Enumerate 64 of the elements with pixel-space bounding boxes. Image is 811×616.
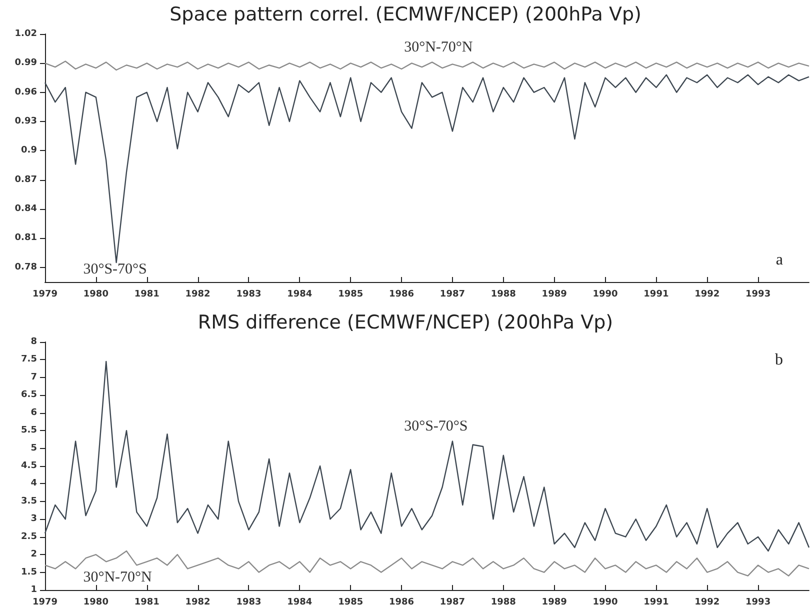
x-tick-label: 1984: [287, 598, 312, 608]
y-tick-label: 0.9: [21, 146, 37, 156]
x-tick-label: 1982: [185, 598, 210, 608]
y-tick-label: 8: [30, 337, 37, 347]
x-tick-label: 1983: [236, 290, 262, 300]
y-tick-label: 3.5: [21, 496, 37, 506]
y-tick-label: 0.93: [14, 116, 37, 127]
series-label: 30°N-70°N: [83, 570, 152, 586]
y-tick-label: 0.87: [14, 174, 37, 185]
x-tick-label: 1981: [134, 598, 160, 608]
y-tick-label: 3: [30, 514, 37, 524]
x-tick-label: 1984: [287, 290, 312, 300]
y-tick-label: 7: [30, 372, 37, 382]
x-tick-label: 1979: [32, 290, 58, 300]
line-series: [44, 60, 810, 71]
x-tick-label: 1993: [746, 598, 771, 608]
x-tick-label: 1983: [236, 598, 262, 608]
y-tick-label: 0.81: [14, 233, 37, 244]
y-tick-label: 1.02: [14, 29, 37, 39]
line-series: [44, 74, 810, 264]
chart-title: Space pattern correl. (ECMWF/NCEP) (200hPa Vp): [170, 4, 642, 26]
annotation: a: [776, 252, 784, 268]
y-tick-label: 4: [30, 478, 37, 489]
y-tick-label: 1: [30, 585, 37, 595]
y-tick-label: 0.78: [14, 262, 37, 272]
x-tick-label: 1993: [746, 290, 771, 300]
y-tick-label: 0.99: [14, 58, 37, 68]
y-tick-label: 6.5: [21, 390, 37, 400]
x-tick-label: 1985: [338, 598, 364, 608]
annotation: b: [775, 352, 783, 368]
x-tick-label: 1987: [440, 290, 465, 300]
y-tick-label: 0.96: [14, 87, 37, 98]
y-tick-label: 7.5: [21, 354, 37, 365]
y-tick-label: 1.5: [21, 567, 37, 578]
x-tick-label: 1989: [542, 290, 567, 300]
series-label: 30°S-70°S: [83, 262, 147, 278]
x-tick-label: 1988: [490, 598, 516, 608]
chart-title: RMS difference (ECMWF/NCEP) (200hPa Vp): [198, 312, 614, 334]
series-label: 30°N-70°N: [404, 40, 473, 56]
x-tick-label: 1986: [389, 598, 414, 608]
y-tick-label: 0.84: [14, 204, 37, 214]
x-tick-label: 1990: [592, 598, 618, 608]
x-tick-label: 1987: [440, 598, 465, 608]
y-tick-label: 2.5: [21, 532, 37, 542]
x-tick-label: 1979: [32, 598, 58, 608]
x-tick-label: 1981: [134, 290, 160, 300]
y-tick-label: 5.5: [21, 426, 37, 436]
x-tick-label: 1989: [542, 598, 567, 608]
x-tick-label: 1980: [83, 598, 108, 608]
y-tick-label: 2: [30, 550, 37, 560]
x-tick-label: 1991: [644, 598, 669, 608]
x-tick-label: 1982: [185, 290, 210, 300]
x-tick-label: 1980: [83, 290, 108, 300]
x-tick-label: 1985: [338, 290, 364, 300]
series-label: 30°S-70°S: [404, 418, 468, 435]
y-tick-label: 4.5: [21, 461, 37, 471]
x-tick-label: 1992: [694, 598, 720, 608]
x-tick-label: 1990: [592, 290, 618, 300]
y-tick-label: 5: [30, 443, 37, 454]
x-tick-label: 1991: [644, 290, 669, 300]
x-tick-label: 1988: [490, 290, 516, 300]
x-tick-label: 1986: [389, 290, 414, 300]
x-tick-label: 1992: [694, 290, 720, 300]
y-tick-label: 6: [30, 408, 37, 418]
